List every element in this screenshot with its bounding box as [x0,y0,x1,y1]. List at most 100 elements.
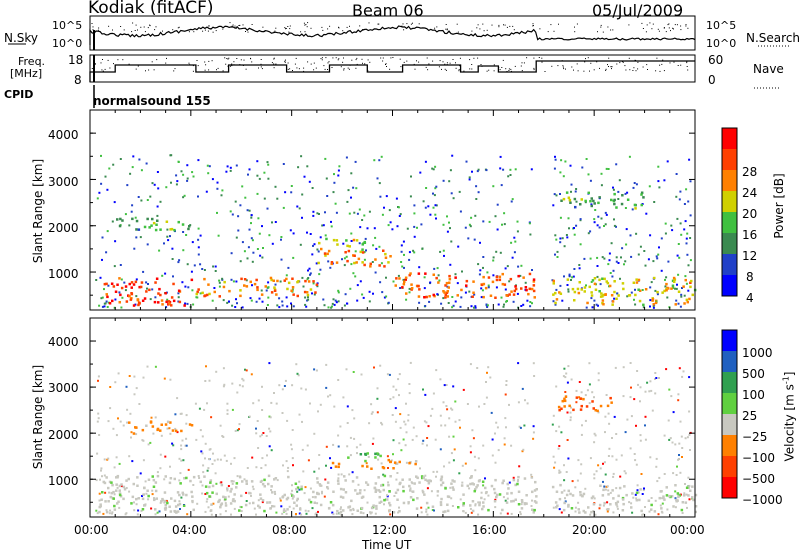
vel-cell [180,412,183,415]
nsearch-dot [131,31,133,33]
power-region-0 [130,292,134,296]
vel-region-1 [331,461,335,465]
vel-region-0 [388,501,391,505]
nave-dot [102,70,104,72]
freq-left-tick-2: 8 [74,73,82,87]
vel-cell [458,472,461,475]
power-cell [652,306,655,309]
power-cell [679,305,682,308]
vel-cell [564,497,566,500]
vel-cell [569,416,572,419]
power-cell [140,169,143,172]
power-region-0 [157,301,160,304]
vel-region-0 [155,497,158,500]
vel-cell [376,411,379,414]
power-cell [516,220,519,223]
vel-cell [508,403,510,406]
power-region-4 [505,294,508,297]
vel-cell [321,492,323,495]
vel-cell [490,411,493,414]
power-cell [304,296,307,299]
vel-cell [284,510,287,513]
vel-cell [604,431,606,434]
power-region-5 [683,302,686,305]
vel-cell [185,437,188,440]
nave-dot [386,66,387,67]
power-ytick-3000: 3000 [48,175,79,189]
vel-cell [398,506,400,509]
power-cell [337,291,340,294]
power-cell [263,171,266,174]
nsearch-dot [244,27,246,29]
nave-dot [584,61,586,63]
power-cell [232,280,235,283]
power-region-6 [573,197,577,201]
vel-cell [448,417,451,420]
nave-dot [634,59,636,61]
vel-region-2 [366,452,369,455]
power-cell [120,278,123,281]
power-cell [495,286,498,289]
power-region-0 [103,282,107,286]
vel-region-0 [185,493,188,497]
power-region-4 [446,295,449,298]
power-cell [450,240,453,243]
vel-cell [186,513,189,516]
vel-region-4 [156,427,160,431]
vel-cell [351,409,354,412]
vel-cell [668,438,671,441]
nave-dot [686,66,688,67]
nave-dot [646,64,648,66]
vel-cell [530,473,533,476]
vel-cell [130,436,132,439]
power-cell [126,184,129,187]
vel-cell [559,471,562,474]
power-region-4 [472,291,475,294]
vel-region-0 [356,492,359,495]
nave-dot [294,63,296,65]
power-cell [528,222,531,225]
vel-region-0 [350,499,353,503]
nave-dot [510,68,512,70]
vel-cell [470,511,473,514]
nave-dot [236,58,238,59]
vel-cell [126,408,129,411]
vel-cell [207,506,210,509]
vel-region-0 [408,478,411,481]
power-region-4 [443,291,446,294]
vel-region-0 [373,486,376,490]
vel-region-0 [413,482,416,485]
vel-cell [482,444,485,447]
vel-region-2 [359,453,363,456]
vel-cell [644,390,647,393]
power-cell [303,175,306,178]
vel-cell [398,394,400,397]
power-region-4 [494,296,497,299]
power-cell [342,242,345,245]
power-cell [460,296,463,299]
power-region-4 [446,290,449,293]
power-cell [379,281,382,284]
vel-cell [688,410,691,413]
vel-cell [443,465,445,468]
vel-region-3 [592,407,595,410]
vel-region-0 [457,506,460,509]
power-cell [449,227,451,230]
power-cell [448,180,451,183]
vel-cell [184,444,187,447]
nsearch-dot [285,28,286,30]
vel-cell [432,470,435,473]
nave-dot [390,57,392,59]
vel-region-0 [436,490,440,493]
vel-region-0 [209,479,213,482]
nsearch-dot [251,24,253,25]
vel-cell [597,379,600,382]
power-region-1 [264,285,267,288]
power-cell [226,301,229,304]
power-region-4 [423,296,426,299]
vel-region-0 [349,508,352,512]
vel-cell [194,402,197,405]
power-region-5 [632,281,636,284]
vel-cell [133,393,136,396]
power-cell [677,243,680,245]
